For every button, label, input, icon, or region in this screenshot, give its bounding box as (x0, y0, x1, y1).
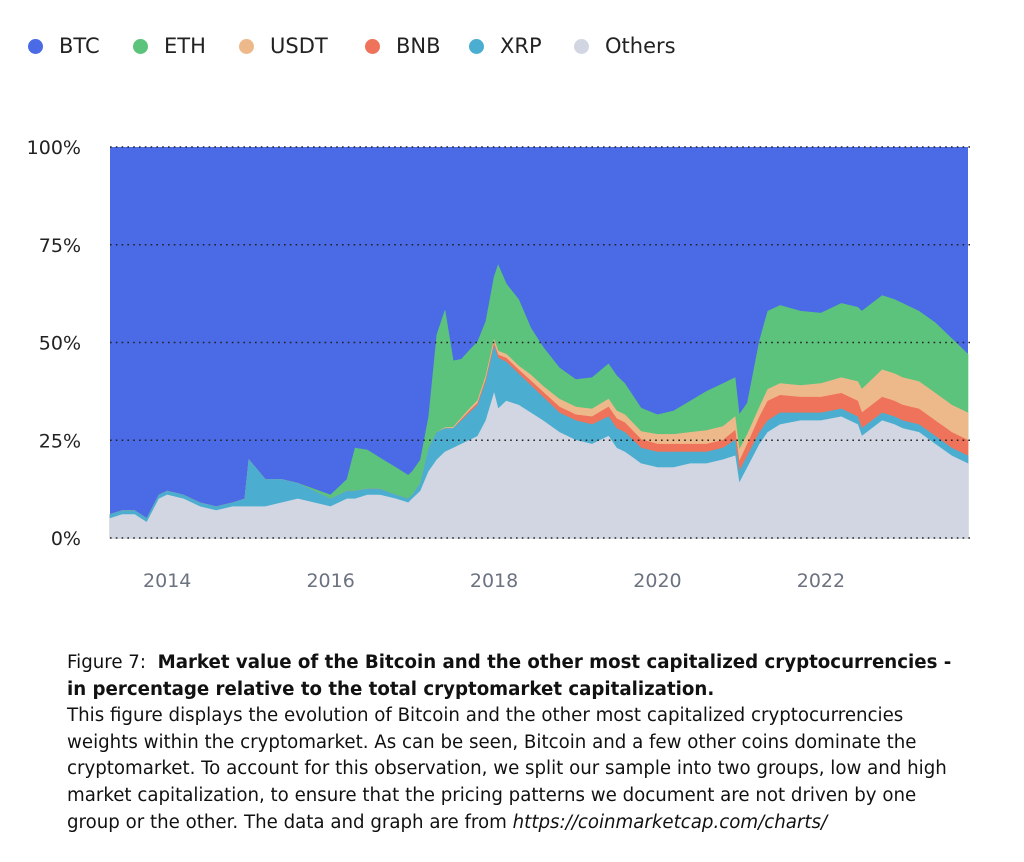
legend-label-xrp: XRP (500, 34, 542, 58)
y-axis: 0% 25% 50% 75% 100% (27, 137, 81, 550)
x-tick-label: 2016 (306, 570, 354, 592)
legend-item-btc: BTC (28, 34, 100, 58)
legend-item-xrp: XRP (469, 34, 542, 58)
x-axis: 2014 2016 2018 2020 2022 (143, 570, 845, 592)
legend-item-others: Others (574, 34, 676, 58)
legend-swatch-eth (133, 38, 148, 54)
y-tick-label: 50% (39, 333, 81, 355)
legend-swatch-bnb (365, 38, 380, 54)
y-tick-label: 0% (51, 528, 81, 550)
figure-label: Figure 7: (67, 652, 147, 673)
legend-label-bnb: BNB (396, 34, 441, 58)
legend-item-usdt: USDT (239, 34, 328, 58)
figure-description: This figure displays the evolution of Bi… (67, 705, 947, 833)
legend-item-bnb: BNB (365, 34, 441, 58)
legend-swatch-others (574, 38, 589, 54)
x-tick-label: 2020 (633, 570, 681, 592)
y-tick-label: 25% (39, 430, 81, 452)
legend-label-usdt: USDT (270, 34, 328, 58)
legend-label-others: Others (605, 34, 676, 58)
figure-title: Market value of the Bitcoin and the othe… (67, 652, 952, 700)
figure-caption: Figure 7: Market value of the Bitcoin an… (67, 650, 972, 836)
x-tick-label: 2022 (797, 570, 845, 592)
stacked-area-chart: 0% 25% 50% 75% 100% 2014 2016 2018 2020 2022 (27, 137, 972, 592)
y-tick-label: 100% (27, 137, 81, 159)
area-others (109, 392, 969, 539)
y-tick-label: 75% (39, 235, 81, 257)
legend-swatch-usdt (239, 38, 254, 54)
legend-swatch-btc (28, 38, 43, 54)
x-tick-label: 2014 (143, 570, 191, 592)
legend-label-btc: BTC (59, 34, 100, 58)
x-tick-label: 2018 (470, 570, 518, 592)
legend-label-eth: ETH (164, 34, 206, 58)
legend-swatch-xrp (469, 38, 484, 54)
legend-item-eth: ETH (133, 34, 206, 58)
figure-source-url: https://coinmarketcap.com/charts/ (512, 811, 828, 833)
chart-areas (109, 147, 969, 539)
